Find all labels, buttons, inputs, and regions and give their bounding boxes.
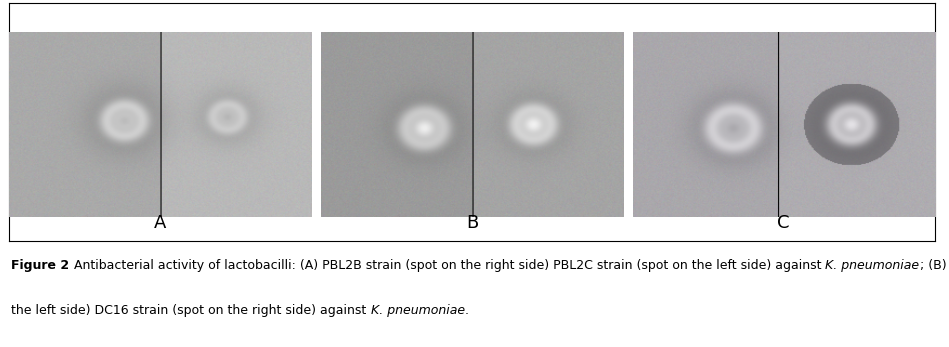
Text: the left side) DC16 strain (spot on the right side) against: the left side) DC16 strain (spot on the … (11, 304, 371, 316)
Text: .: . (465, 304, 469, 316)
Text: Antibacterial activity of lactobacilli: (A) PBL2B strain (spot on the right side: Antibacterial activity of lactobacilli: … (74, 259, 826, 271)
Text: B: B (466, 214, 478, 232)
Text: A: A (155, 214, 167, 232)
Text: K. pneumoniae: K. pneumoniae (826, 259, 920, 271)
Text: Figure 2: Figure 2 (11, 259, 74, 271)
Text: ; (B) PBL2B strain (spot on the left side) PBL2C strain (spot on the right side): ; (B) PBL2B strain (spot on the left sid… (920, 259, 949, 271)
Text: C: C (777, 214, 790, 232)
Text: K. pneumoniae: K. pneumoniae (371, 304, 465, 316)
